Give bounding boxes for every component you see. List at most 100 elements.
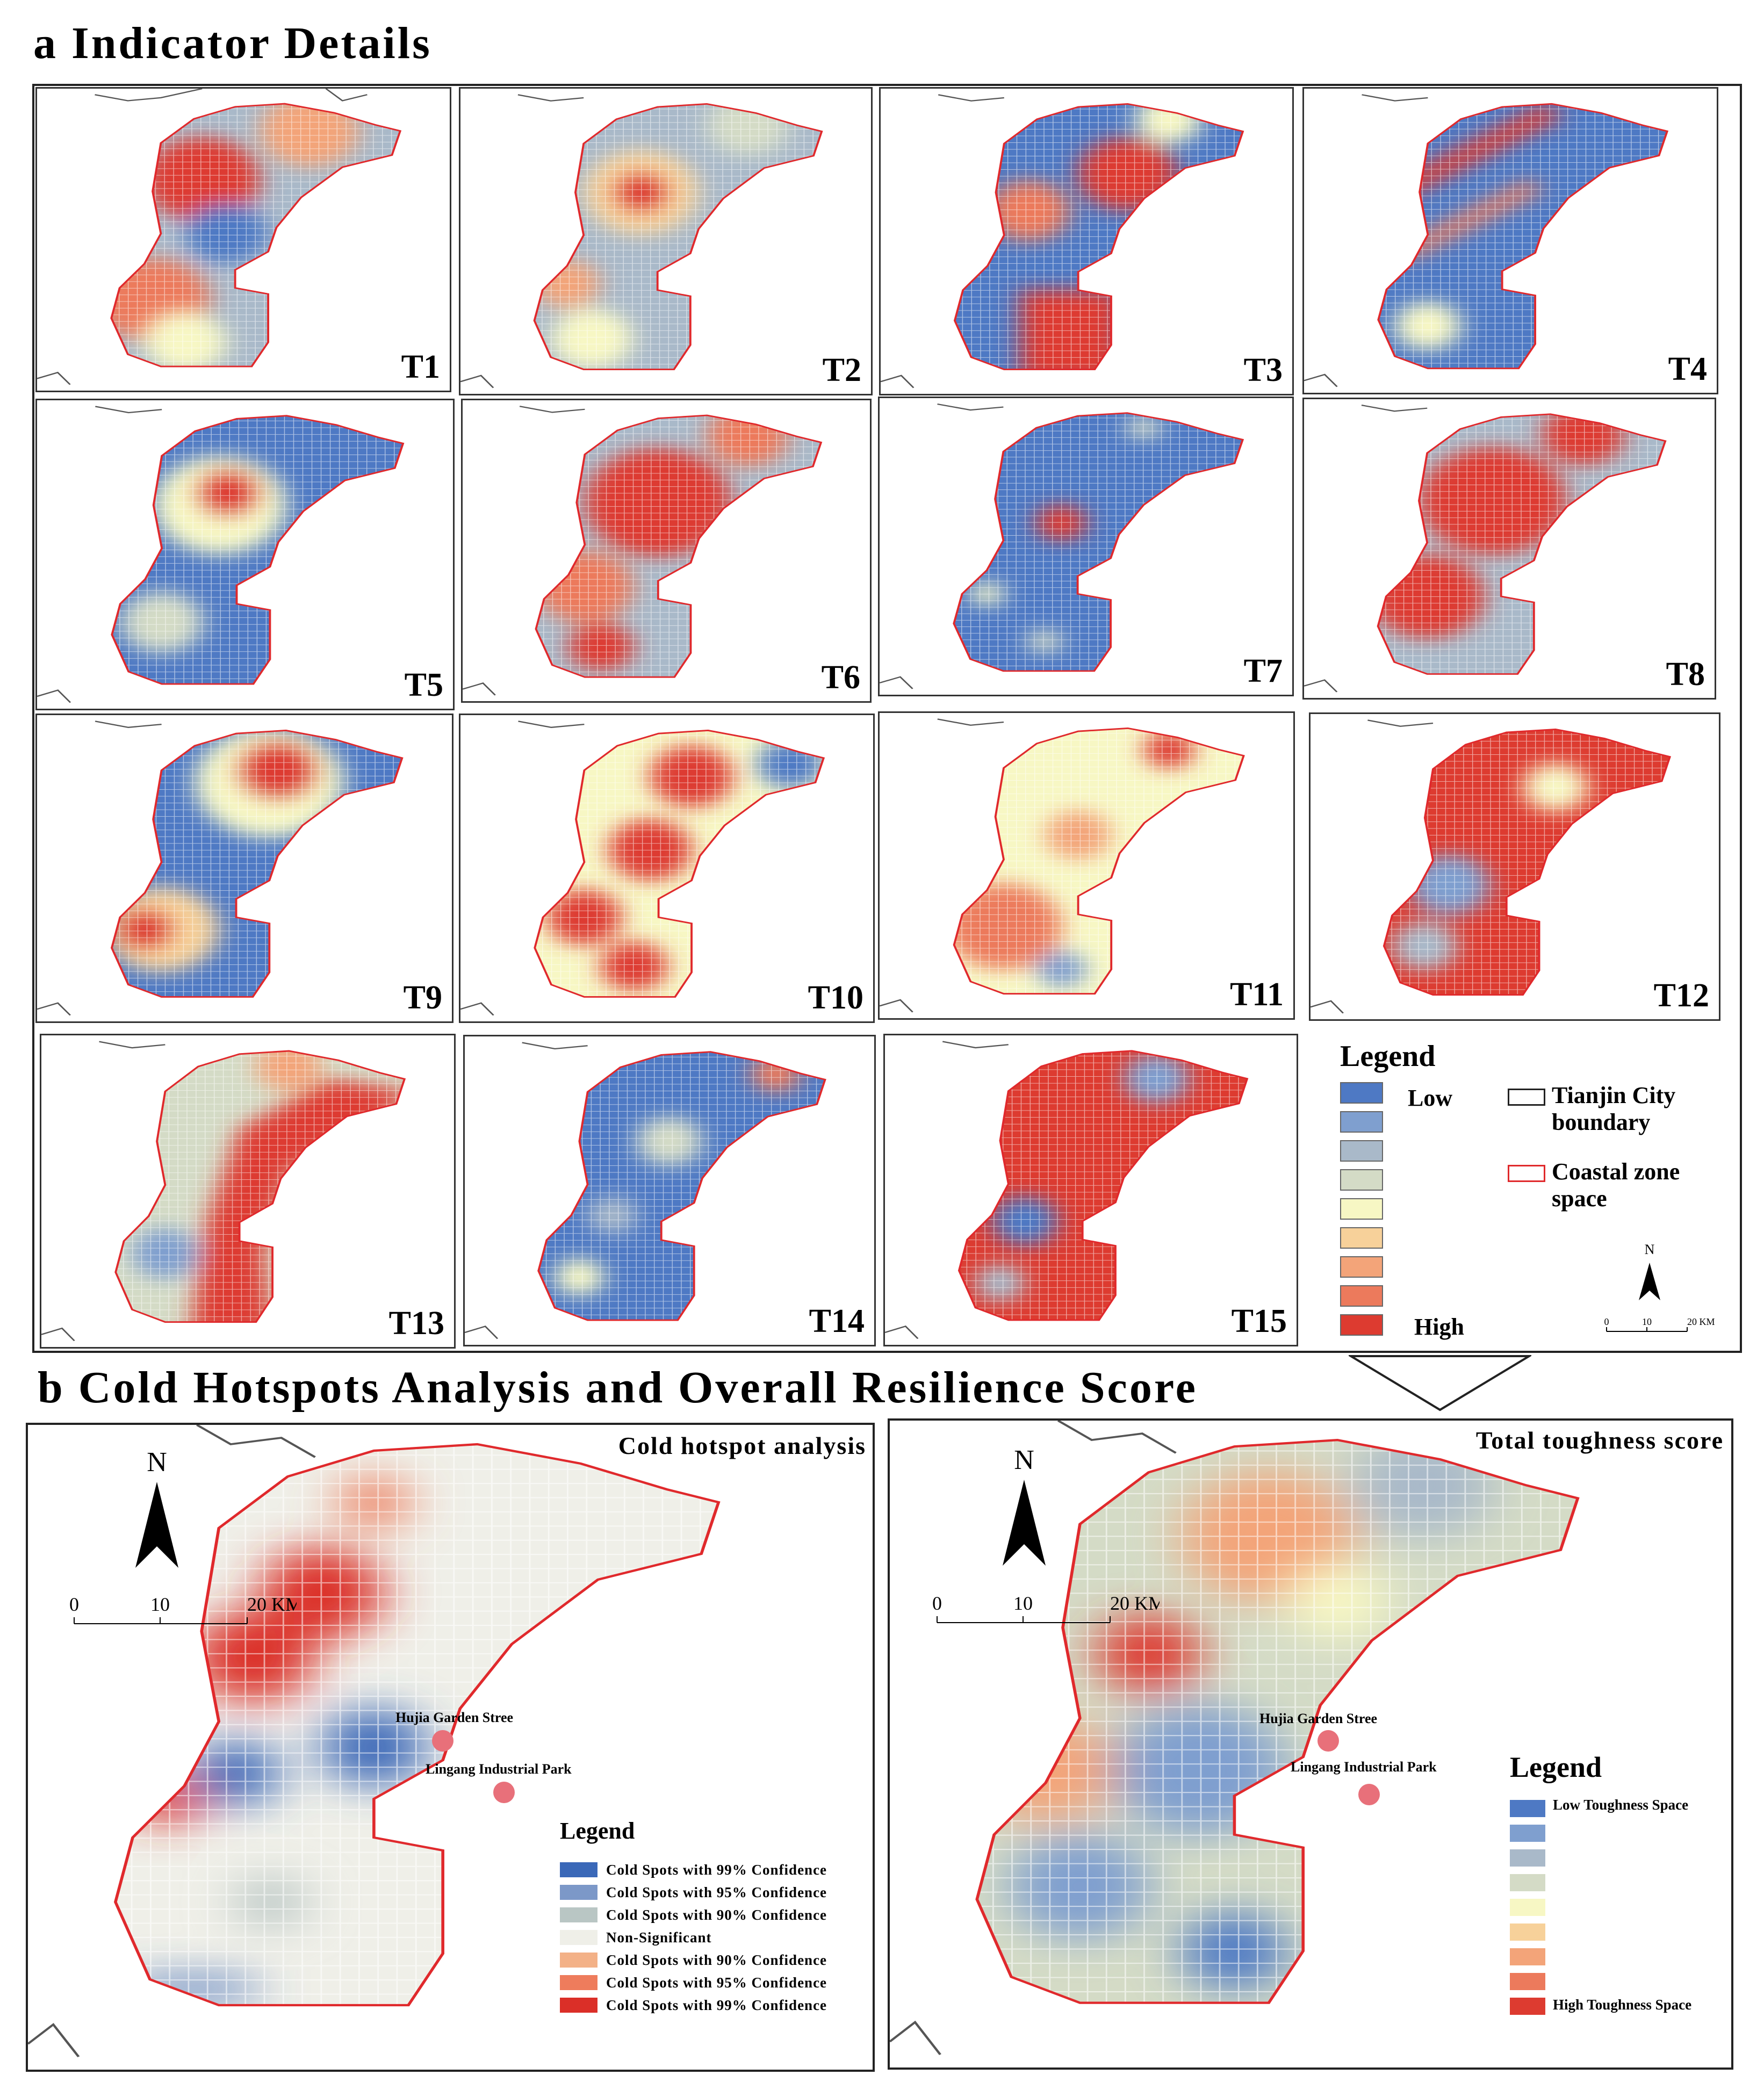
tile-label: T7 [1243, 653, 1283, 689]
legend-swatch [1340, 1140, 1383, 1162]
north-label: N [1014, 1445, 1034, 1475]
boundary-label: Tianjin City boundary [1552, 1082, 1676, 1135]
legend-title: Legend [1340, 1040, 1436, 1073]
tile-label: T1 [401, 349, 440, 385]
north-arrow-right: N [1003, 1445, 1046, 1566]
tile-label: T5 [404, 667, 443, 703]
legend-swatch [560, 1862, 597, 1877]
legend-swatch [1510, 1800, 1545, 1817]
north-arrow-a: N [1639, 1242, 1660, 1300]
total-toughness-title: Total toughness score [1475, 1427, 1724, 1454]
legend-item-label: Cold Spots with 90% Confidence [606, 1951, 827, 1968]
poi-lingang-label: Lingang Industrial Park [426, 1761, 572, 1777]
scale-bar-right: 0 10 20 KM [932, 1593, 1160, 1623]
legend-swatch [1510, 1874, 1545, 1891]
indicator-map-t15[interactable]: T15 [883, 1034, 1298, 1346]
scale-bar-left: 0 10 20 KM [69, 1594, 297, 1624]
tile-label: T3 [1243, 352, 1283, 388]
tile-label: T14 [809, 1303, 865, 1339]
hotspot-legend-item: Cold Spots with 90% Confidence [560, 1906, 827, 1923]
t12-map [1311, 719, 1719, 1014]
legend-swatch [1340, 1314, 1383, 1336]
legend-low-label: Low [1408, 1085, 1453, 1111]
indicator-map-t2[interactable]: T2 [459, 87, 873, 395]
t15-map [885, 1041, 1297, 1339]
hotspot-legend-item: Cold Spots with 90% Confidence [560, 1951, 827, 1969]
tile-label: T12 [1653, 977, 1709, 1014]
poi-hujia-marker[interactable] [1317, 1730, 1339, 1752]
indicator-map-t14[interactable]: T14 [463, 1035, 876, 1346]
legend-swatch [560, 1998, 597, 2013]
scale-label-10: 10 [1013, 1593, 1033, 1614]
indicator-map-t1[interactable]: T1 [35, 87, 451, 392]
toughness-low-label: Low Toughness Space [1553, 1797, 1689, 1813]
poi-hujia-marker[interactable] [432, 1730, 453, 1752]
scale-label-0: 0 [932, 1593, 942, 1614]
t13-map [41, 1041, 454, 1342]
section-a-panel [32, 84, 1742, 1353]
legend-item-label: Cold Spots with 90% Confidence [606, 1906, 827, 1923]
hotspot-legend-item: Non-Significant [560, 1929, 712, 1946]
indicator-map-t8[interactable]: T8 [1302, 398, 1716, 700]
indicator-map-t9[interactable]: T9 [35, 714, 453, 1023]
legend-item-label: Cold Spots with 99% Confidence [606, 1861, 827, 1878]
legend-item-label: Cold Spots with 95% Confidence [606, 1974, 827, 1991]
cold-hotspot-map-graphic [28, 1425, 873, 2057]
poi-lingang-marker[interactable] [1358, 1784, 1380, 1805]
t10-map [460, 721, 873, 1016]
hotspot-legend-item: Cold Spots with 95% Confidence [560, 1884, 827, 1901]
section-a-title: a Indicator Details [33, 18, 432, 68]
legend-swatch [560, 1930, 597, 1945]
indicator-map-t11[interactable]: T11 [878, 711, 1295, 1020]
legend-swatch [1340, 1285, 1383, 1307]
legend-swatch [560, 1907, 597, 1922]
indicator-map-t3[interactable]: T3 [879, 87, 1294, 395]
boundary-swatch [1508, 1089, 1545, 1106]
indicator-map-t13[interactable]: T13 [40, 1034, 456, 1349]
legend-swatch [1510, 1825, 1545, 1842]
legend-item-label: Cold Spots with 95% Confidence [606, 1884, 827, 1900]
legend-swatch [1340, 1082, 1383, 1104]
tile-label: T13 [388, 1305, 444, 1342]
scale-label-20: 20 KM [247, 1594, 297, 1615]
hotspot-legend: Cold Spots with 99% Confidence Cold Spots… [560, 1861, 872, 2033]
indicator-map-t12[interactable]: T12 [1309, 712, 1720, 1021]
scale-label-20: 20 KM [1687, 1316, 1715, 1327]
indicator-map-t5[interactable]: T5 [35, 399, 455, 710]
indicator-map-t4[interactable]: T4 [1302, 87, 1718, 394]
poi-hujia-label: Hujia Garden Stree [395, 1710, 514, 1725]
legend-swatch [1340, 1169, 1383, 1191]
north-label: N [1645, 1242, 1655, 1257]
legend-swatch [1510, 1973, 1545, 1990]
scale-label-0: 0 [69, 1594, 79, 1615]
legend-swatch [560, 1975, 597, 1990]
legend-swatch [560, 1953, 597, 1968]
t9-map [37, 721, 452, 1016]
legend-swatch [1340, 1198, 1383, 1220]
t1-map [37, 89, 450, 385]
legend-swatch [1510, 1948, 1545, 1965]
toughness-legend [1510, 1800, 1725, 2036]
t2-map [460, 94, 871, 388]
legend-swatch [1340, 1256, 1383, 1278]
legend-swatch [1510, 1923, 1545, 1941]
cold-hotspot-title: Cold hotspot analysis [618, 1432, 866, 1459]
indicator-map-t10[interactable]: T10 [459, 714, 875, 1023]
t11-map [880, 718, 1293, 1013]
legend-swatch [1340, 1227, 1383, 1249]
legend-high-label: High [1414, 1314, 1464, 1340]
total-toughness-map[interactable]: Total toughness score N 0 10 20 KM Hujia… [888, 1418, 1733, 2070]
tile-label: T11 [1230, 976, 1284, 1013]
legend-swatch [1510, 1849, 1545, 1867]
tile-label: T2 [822, 352, 861, 388]
poi-lingang-marker[interactable] [493, 1782, 515, 1803]
coastal-swatch [1508, 1165, 1545, 1182]
hotspot-legend-title: Legend [560, 1818, 635, 1844]
cold-hotspot-map[interactable]: Cold hotspot analysis N 0 10 20 KM Hujia… [26, 1423, 875, 2072]
t7-map [880, 403, 1292, 689]
tile-label: T15 [1231, 1303, 1287, 1339]
scale-bar-a: 0 10 20 KM [1604, 1316, 1715, 1332]
legend-ramp [1340, 1082, 1388, 1340]
indicator-map-t6[interactable]: T6 [461, 399, 872, 703]
indicator-map-t7[interactable]: T7 [878, 397, 1294, 696]
